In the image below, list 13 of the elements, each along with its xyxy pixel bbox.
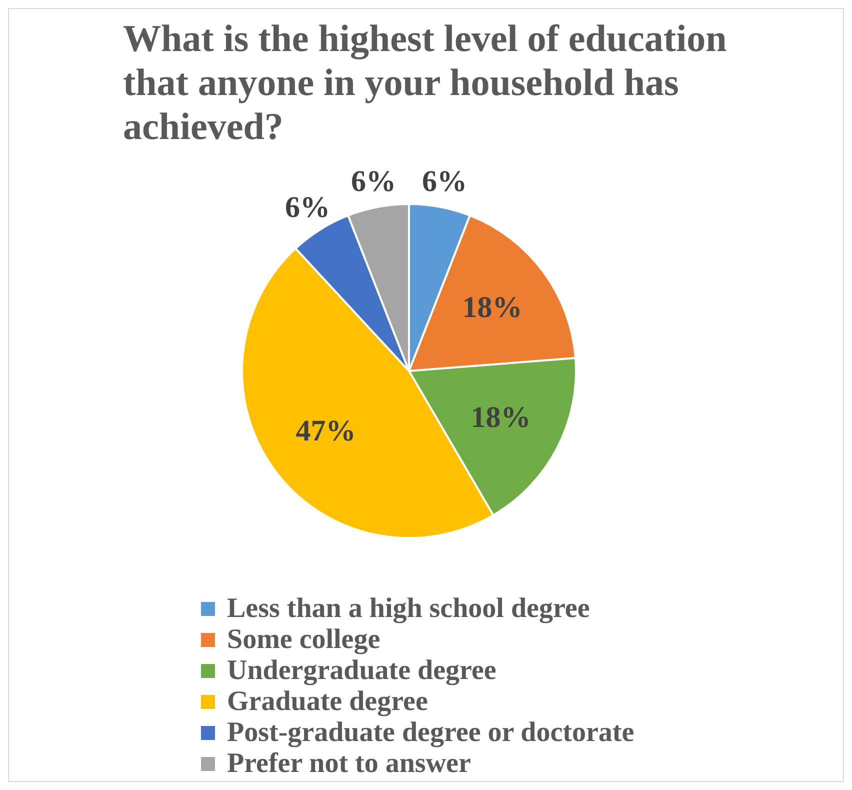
legend-label: Prefer not to answer bbox=[227, 748, 471, 780]
chart-title: What is the highest level of education that anyone in your household has achieved? bbox=[122, 17, 728, 149]
data-label: 18% bbox=[470, 400, 531, 434]
legend-label: Graduate degree bbox=[227, 686, 428, 718]
data-label: 6% bbox=[285, 190, 330, 224]
data-label: 6% bbox=[351, 165, 396, 198]
data-label: 6% bbox=[422, 165, 467, 198]
legend-label: Some college bbox=[227, 624, 380, 656]
legend-label: Post-graduate degree or doctorate bbox=[227, 716, 634, 748]
legend-label: Undergraduate degree bbox=[227, 654, 496, 686]
data-label: 47% bbox=[296, 414, 356, 448]
data-label: 18% bbox=[462, 291, 522, 324]
legend-label: Less than a high school degree bbox=[227, 592, 590, 624]
